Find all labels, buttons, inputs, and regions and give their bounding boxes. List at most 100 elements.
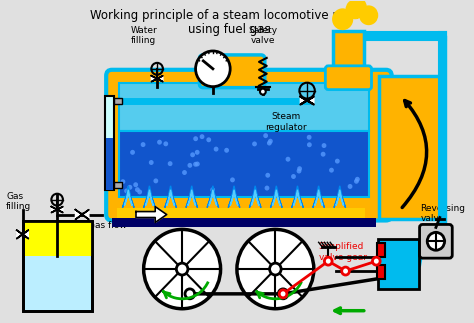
Circle shape [193,136,198,141]
Circle shape [342,267,349,275]
Circle shape [268,139,273,144]
Bar [377,265,385,279]
Circle shape [80,213,84,216]
Circle shape [237,229,314,309]
Bar [112,217,376,227]
Bar [379,76,442,220]
Bar [114,182,121,188]
Polygon shape [301,97,307,105]
Circle shape [20,232,25,236]
Bar [333,31,364,81]
Polygon shape [146,190,153,206]
Circle shape [285,157,291,162]
Circle shape [335,159,340,164]
Circle shape [128,185,132,190]
Circle shape [264,186,269,191]
Polygon shape [230,190,238,206]
Polygon shape [251,190,259,206]
Text: Reversing
valve: Reversing valve [420,203,465,223]
Circle shape [322,143,327,148]
Circle shape [324,257,332,265]
Circle shape [354,179,359,184]
Text: Steam
regulator: Steam regulator [265,112,307,132]
Circle shape [185,289,195,299]
Circle shape [196,51,230,87]
Circle shape [182,170,187,175]
Polygon shape [188,190,196,206]
Polygon shape [209,190,217,206]
Circle shape [137,190,142,194]
Circle shape [260,89,266,95]
Circle shape [214,147,219,151]
Circle shape [265,173,270,178]
Polygon shape [17,230,23,238]
Circle shape [307,142,312,147]
Text: Water
filling: Water filling [130,26,157,45]
Circle shape [120,179,125,184]
Circle shape [230,177,235,182]
Circle shape [359,5,378,25]
Polygon shape [82,210,89,219]
Bar [117,208,365,217]
Polygon shape [293,190,301,206]
Polygon shape [57,207,63,213]
Bar [377,243,385,257]
Circle shape [270,263,281,275]
Circle shape [124,188,129,193]
Circle shape [297,166,302,171]
Polygon shape [315,190,322,206]
Circle shape [168,161,173,166]
Circle shape [427,232,445,250]
Text: Safety
valve: Safety valve [248,26,277,45]
Bar [114,98,121,103]
Bar [439,32,447,255]
Circle shape [351,0,367,14]
Text: Simplified
valve gear: Simplified valve gear [319,242,366,262]
Text: Gas flow: Gas flow [88,222,127,231]
Circle shape [176,263,188,275]
Circle shape [347,184,353,189]
Polygon shape [313,186,324,208]
Circle shape [224,148,229,153]
Circle shape [135,187,140,192]
Polygon shape [125,190,132,206]
Bar [23,222,92,311]
Polygon shape [249,186,261,208]
Circle shape [195,150,200,155]
Circle shape [188,163,192,168]
Polygon shape [336,190,344,206]
Polygon shape [307,97,314,105]
Circle shape [291,174,296,179]
Circle shape [263,133,268,138]
Circle shape [200,134,204,139]
Polygon shape [151,76,157,82]
Bar [23,222,92,311]
Circle shape [252,141,257,146]
Polygon shape [273,190,280,206]
Bar [378,239,419,289]
Circle shape [157,140,162,145]
Circle shape [141,142,146,147]
Polygon shape [136,207,167,223]
FancyBboxPatch shape [419,224,452,258]
Text: using fuel gas: using fuel gas [188,23,271,36]
Polygon shape [157,76,163,82]
Circle shape [190,152,195,157]
Polygon shape [207,186,219,208]
Circle shape [149,160,154,165]
Bar [23,222,92,256]
Circle shape [321,152,326,157]
Circle shape [195,162,200,166]
FancyBboxPatch shape [325,66,372,89]
Circle shape [297,169,301,173]
Bar [106,138,113,190]
Circle shape [373,257,380,265]
Bar [118,130,369,197]
Circle shape [154,178,158,183]
Polygon shape [122,186,134,208]
Polygon shape [271,186,282,208]
Polygon shape [334,186,346,208]
Circle shape [133,182,138,187]
Circle shape [307,135,311,140]
Text: Working principle of a steam locomotive model: Working principle of a steam locomotive … [90,9,369,22]
